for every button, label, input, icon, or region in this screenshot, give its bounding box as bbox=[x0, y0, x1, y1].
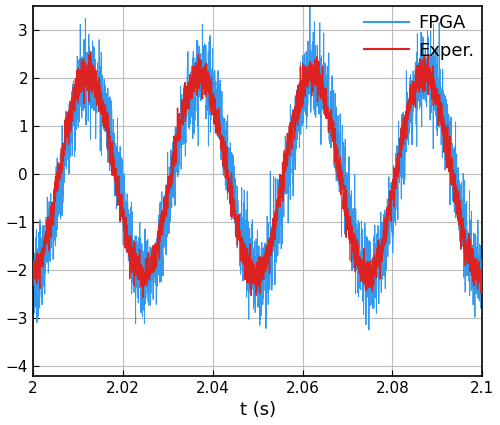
X-axis label: t (s): t (s) bbox=[240, 402, 276, 419]
Legend: FPGA, Exper.: FPGA, Exper. bbox=[360, 11, 478, 63]
